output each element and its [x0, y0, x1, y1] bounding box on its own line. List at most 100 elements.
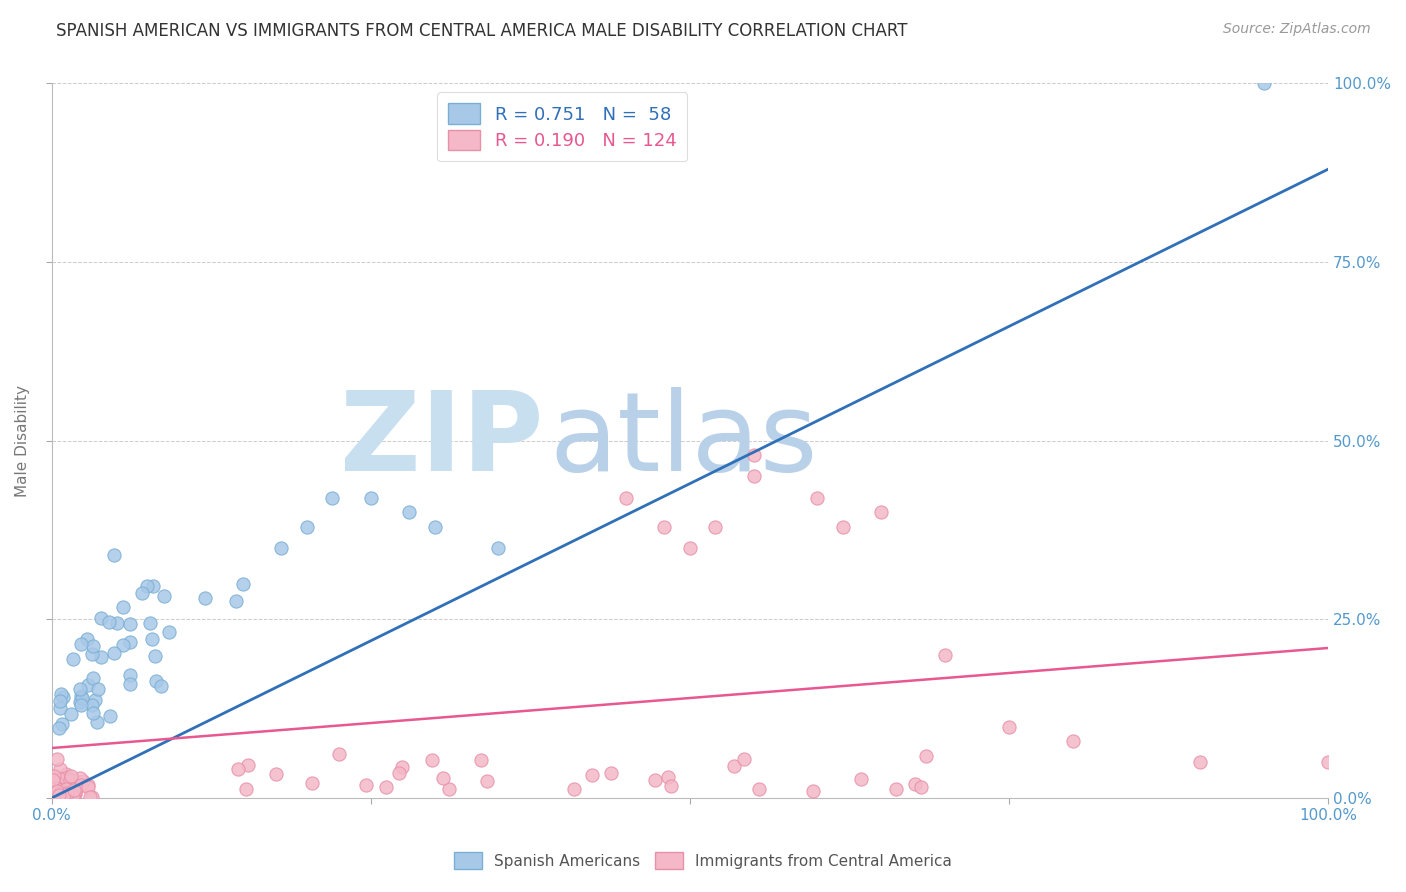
Point — [58, 781, 80, 796]
Point — [733, 752, 755, 766]
Point — [49, 779, 72, 793]
Point — [301, 776, 323, 790]
Point — [49, 694, 72, 708]
Point — [84, 692, 107, 706]
Point — [742, 448, 765, 462]
Point — [90, 610, 112, 624]
Point — [46, 789, 69, 804]
Point — [51, 787, 73, 801]
Point — [69, 637, 91, 651]
Point — [45, 780, 67, 795]
Point — [748, 782, 770, 797]
Point — [232, 576, 254, 591]
Point — [112, 600, 135, 615]
Point — [55, 788, 77, 802]
Point — [388, 766, 411, 780]
Point — [52, 788, 75, 802]
Point — [42, 773, 65, 788]
Point — [48, 788, 70, 802]
Point — [69, 695, 91, 709]
Point — [52, 788, 75, 802]
Point — [45, 790, 67, 805]
Point — [851, 772, 873, 786]
Point — [46, 780, 69, 794]
Point — [44, 790, 66, 805]
Point — [44, 783, 66, 797]
Point — [49, 785, 72, 799]
Point — [44, 785, 66, 799]
Point — [48, 721, 70, 735]
Point — [103, 646, 125, 660]
Point — [48, 789, 70, 804]
Point — [475, 774, 498, 789]
Point — [832, 519, 855, 533]
Legend: Spanish Americans, Immigrants from Central America: Spanish Americans, Immigrants from Centr… — [449, 846, 957, 875]
Point — [806, 491, 828, 505]
Point — [470, 753, 492, 767]
Point — [44, 789, 66, 803]
Point — [60, 769, 83, 783]
Point — [90, 649, 112, 664]
Point — [145, 673, 167, 688]
Point — [65, 783, 87, 797]
Point — [46, 781, 69, 796]
Point — [48, 772, 70, 787]
Point — [652, 519, 675, 533]
Point — [1062, 734, 1084, 748]
Point — [194, 591, 217, 605]
Point — [63, 782, 86, 797]
Point — [321, 491, 343, 505]
Point — [266, 767, 288, 781]
Point — [46, 777, 69, 791]
Point — [60, 706, 83, 721]
Point — [486, 541, 509, 555]
Point — [45, 787, 67, 801]
Point — [742, 469, 765, 483]
Point — [76, 780, 98, 794]
Point — [152, 589, 174, 603]
Text: Source: ZipAtlas.com: Source: ZipAtlas.com — [1223, 22, 1371, 37]
Point — [295, 519, 318, 533]
Point — [48, 781, 70, 796]
Point — [111, 638, 134, 652]
Point — [58, 772, 80, 786]
Point — [437, 781, 460, 796]
Point — [44, 785, 66, 799]
Point — [55, 771, 77, 785]
Point — [44, 774, 66, 789]
Point — [423, 519, 446, 533]
Point — [49, 687, 72, 701]
Point — [52, 778, 75, 792]
Point — [69, 698, 91, 712]
Point — [63, 787, 86, 801]
Point — [235, 781, 257, 796]
Point — [55, 766, 77, 780]
Point — [46, 784, 69, 798]
Point — [51, 787, 73, 801]
Point — [76, 632, 98, 646]
Point — [225, 593, 247, 607]
Point — [82, 640, 104, 654]
Point — [141, 632, 163, 646]
Point — [52, 690, 75, 704]
Point — [69, 681, 91, 696]
Point — [136, 579, 159, 593]
Point — [51, 790, 73, 805]
Point — [142, 579, 165, 593]
Point — [998, 720, 1021, 734]
Point — [87, 682, 110, 697]
Point — [44, 783, 66, 797]
Point — [77, 778, 100, 792]
Point — [72, 773, 94, 788]
Legend: R = 0.751   N =  58, R = 0.190   N = 124: R = 0.751 N = 58, R = 0.190 N = 124 — [437, 93, 688, 161]
Point — [55, 782, 77, 797]
Point — [398, 505, 420, 519]
Point — [82, 671, 104, 685]
Point — [884, 782, 907, 797]
Point — [56, 789, 79, 804]
Point — [46, 781, 69, 796]
Point — [45, 751, 67, 765]
Point — [704, 519, 727, 533]
Text: atlas: atlas — [550, 387, 818, 494]
Point — [103, 549, 125, 563]
